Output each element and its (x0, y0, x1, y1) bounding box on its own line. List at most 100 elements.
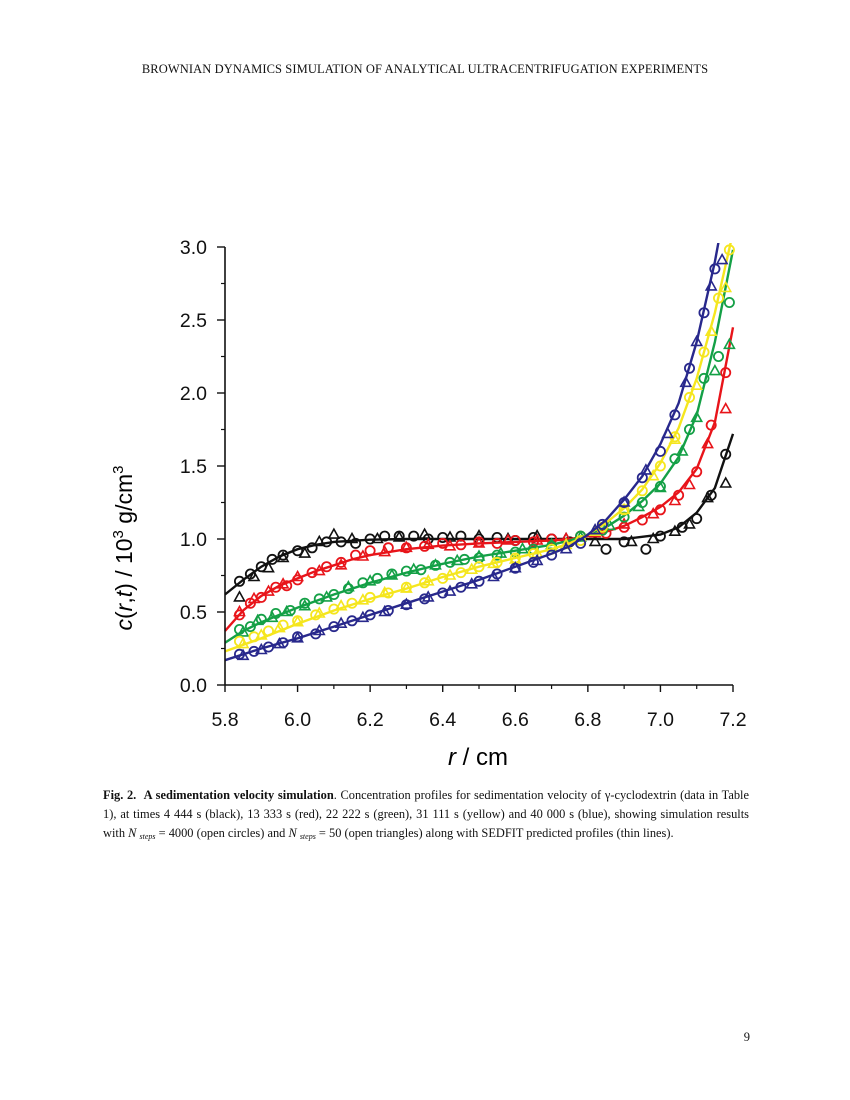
x-tick-label: 6.6 (502, 709, 529, 731)
data-point-triangle (646, 469, 660, 481)
data-point-triangle (356, 610, 370, 623)
data-point-circle (698, 372, 710, 384)
data-point-circle (419, 540, 431, 552)
data-point-circle (328, 588, 340, 600)
n-subscript: steps (139, 832, 156, 842)
data-point-triangle (646, 531, 660, 544)
data-point-triangle (617, 495, 631, 507)
concentration-profile-chart: 5.8 6.0 6.2 6.4 6.6 6.8 7.0 7.2 0.0 0.5 1.0 1.5 2.0 2… (110, 237, 747, 771)
data-point-circle (335, 536, 347, 548)
data-point-circle (364, 591, 376, 603)
data-point-circle (713, 292, 725, 304)
data-point-triangle (345, 531, 359, 544)
data-point-circle (491, 549, 503, 561)
data-point-triangle (588, 534, 602, 547)
caption-text: -cyclodextrin (data in Table 1), at time… (103, 788, 749, 841)
data-point-triangle (233, 604, 246, 617)
data-point-triangle (690, 378, 704, 390)
data-point-circle (698, 307, 710, 319)
data-point-triangle (407, 562, 421, 575)
data-point-triangle (668, 493, 682, 506)
data-point-circle (419, 577, 431, 589)
running-header: BROWNIAN DYNAMICS SIMULATION OF ANALYTIC… (141, 62, 709, 76)
data-point-circle (684, 362, 696, 374)
data-point-triangle (418, 527, 431, 539)
data-point-circle (691, 513, 703, 525)
data-point-triangle (701, 436, 714, 449)
y-tick-label: 0.0 (180, 675, 207, 697)
x-tick-label: 5.8 (211, 709, 238, 731)
data-point-circle (654, 460, 666, 472)
data-point-triangle (639, 463, 653, 475)
data-point-triangle (392, 530, 406, 542)
data-point-triangle (236, 636, 250, 649)
data-point-triangle (298, 546, 312, 558)
data-point-triangle (262, 561, 275, 573)
data-point-triangle (236, 625, 250, 637)
data-point-circle (292, 545, 304, 557)
data-point-triangle (472, 536, 486, 548)
data-point-circle (546, 549, 558, 561)
data-point-circle (382, 587, 394, 599)
data-point-triangle (334, 599, 348, 611)
data-point-triangle (280, 604, 294, 617)
data-point-circle (266, 553, 278, 565)
data-point-triangle (327, 527, 341, 539)
data-point-triangle (378, 604, 392, 617)
data-point-circle (299, 597, 311, 609)
data-point-circle (654, 530, 666, 542)
data-point-circle (723, 297, 735, 309)
data-point-triangle (378, 585, 392, 598)
data-point-circle (335, 556, 347, 568)
sedfit-line (224, 243, 732, 653)
y-axis-label: c(r,t) / 103 g/cm3 (110, 466, 137, 631)
data-point-circle (248, 645, 260, 657)
data-point-circle (321, 561, 333, 573)
data-point-circle (473, 575, 485, 587)
data-point-circle (262, 641, 274, 653)
data-point-triangle (530, 553, 544, 566)
data-point-circle (698, 346, 710, 358)
data-point-triangle (291, 615, 304, 627)
x-tick-label: 6.8 (574, 709, 601, 731)
data-point-circle (364, 609, 376, 621)
data-point-circle (654, 445, 666, 457)
data-point-triangle (312, 623, 326, 636)
data-point-circle (306, 542, 318, 554)
data-point-triangle (254, 642, 268, 655)
data-point-circle (310, 609, 322, 621)
data-point-circle (713, 351, 725, 363)
data-point-circle (684, 391, 696, 403)
data-point-triangle (443, 584, 457, 596)
series-3 (224, 249, 736, 644)
data-point-circle (705, 419, 717, 431)
data-point-triangle (312, 606, 326, 618)
data-point-circle (691, 466, 703, 478)
data-point-triangle (508, 561, 522, 573)
data-point-triangle (465, 577, 479, 589)
data-point-triangle (320, 590, 333, 602)
data-point-triangle (429, 558, 442, 570)
data-point-triangle (701, 490, 714, 503)
data-point-circle (357, 577, 369, 589)
y-tick-label: 3.0 (180, 237, 207, 259)
data-point-triangle (472, 528, 486, 541)
x-tick-label: 7.0 (647, 709, 674, 731)
data-point-triangle (356, 593, 370, 605)
data-point-circle (640, 543, 652, 555)
data-point-triangle (487, 556, 500, 569)
data-point-triangle (236, 648, 250, 661)
series-4 (224, 243, 735, 653)
data-point-circle (636, 514, 648, 526)
data-point-triangle (291, 631, 304, 643)
data-point-circle (684, 423, 696, 435)
data-point-triangle (298, 599, 312, 611)
data-point-circle (455, 581, 467, 593)
data-point-triangle (262, 584, 275, 596)
data-point-circle (636, 472, 648, 484)
data-point-triangle (494, 546, 508, 558)
data-point-triangle (356, 549, 370, 561)
data-point-circle (400, 565, 412, 577)
data-point-triangle (661, 426, 675, 439)
data-point-triangle (530, 546, 544, 558)
